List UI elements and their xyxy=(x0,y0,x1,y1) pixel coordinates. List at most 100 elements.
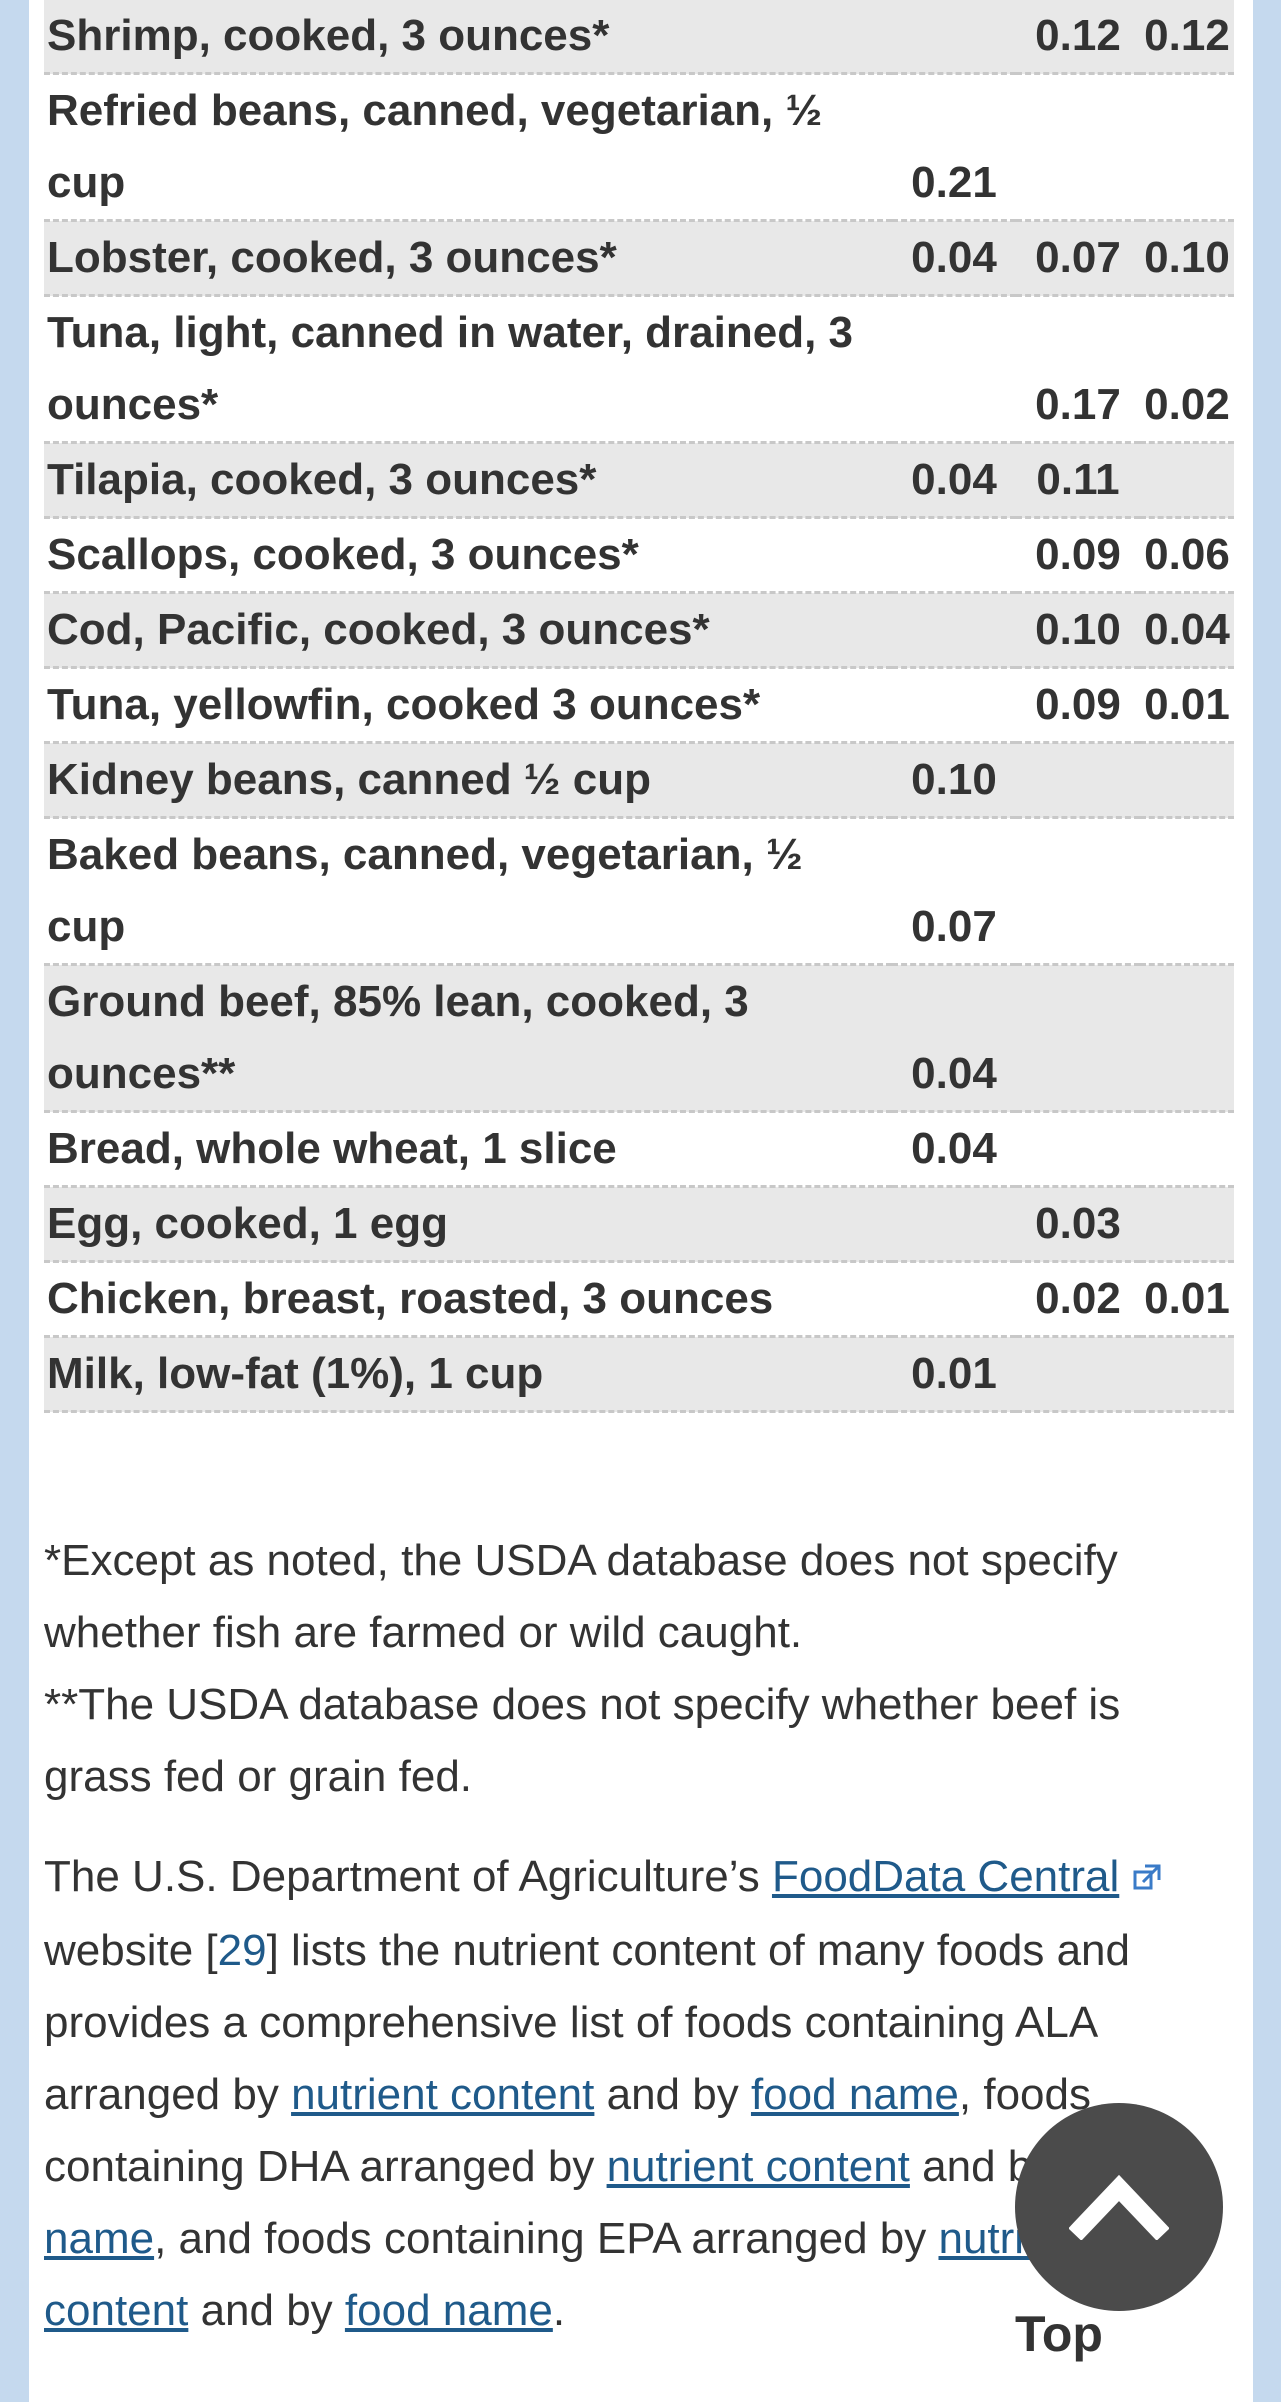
paragraph-text: , foods containing DHA arranged by xyxy=(44,2070,1091,2192)
food-cell: Cod, Pacific, cooked, 3 ounces* xyxy=(44,592,892,669)
ala-cell xyxy=(892,592,1016,669)
table-body: Shrimp, cooked, 3 ounces* 0.12 0.12 Refried… xyxy=(44,0,1234,1413)
paragraph-text: . xyxy=(552,2286,566,2336)
epa-cell xyxy=(1140,964,1234,1113)
epa-cell: 0.04 xyxy=(1140,592,1234,669)
ala-cell: 0.04 xyxy=(892,442,1016,519)
paragraph-text: ] lists the nutrient content of many foo… xyxy=(44,1926,1130,2120)
epa-cell: 0.02 xyxy=(1140,295,1234,444)
ala-cell: 0.10 xyxy=(892,742,1016,819)
dha-cell xyxy=(1016,817,1140,966)
food-cell: Shrimp, cooked, 3 ounces* xyxy=(44,0,892,75)
ala-cell xyxy=(892,0,1016,75)
paragraph-text: , and foods containing EPA arranged by xyxy=(154,2214,939,2264)
table-row: Ground beef, 85% lean, cooked, 3 ounces*… xyxy=(44,964,1234,1113)
epa-cell xyxy=(1140,442,1234,519)
ala-cell xyxy=(892,1186,1016,1263)
food-cell: Kidney beans, canned ½ cup xyxy=(44,742,892,819)
epa-cell xyxy=(1140,742,1234,819)
food-cell: Baked beans, canned, vegetarian, ½ cup xyxy=(44,817,892,966)
table-row: Lobster, cooked, 3 ounces* 0.04 0.07 0.10 xyxy=(44,220,1234,297)
epa-cell: 0.01 xyxy=(1140,667,1234,744)
ala-cell: 0.04 xyxy=(892,964,1016,1113)
dha-cell xyxy=(1016,73,1140,222)
food-cell: Ground beef, 85% lean, cooked, 3 ounces*… xyxy=(44,964,892,1113)
epa-cell: 0.12 xyxy=(1140,0,1234,75)
epa-cell xyxy=(1140,817,1234,966)
fooddata-paragraph: The U.S. Department of Agriculture’s Foo… xyxy=(44,1841,1234,2347)
table-row: Scallops, cooked, 3 ounces* 0.09 0.06 xyxy=(44,517,1234,594)
paragraph-text: and by xyxy=(594,2070,751,2120)
table-row: Refried beans, canned, vegetarian, ½ cup… xyxy=(44,73,1234,222)
paragraph-text: website [ xyxy=(44,1926,218,1976)
ala-cell: 0.07 xyxy=(892,817,1016,966)
external-link-icon xyxy=(1132,1843,1162,1915)
dha-cell xyxy=(1016,742,1140,819)
table-row: Cod, Pacific, cooked, 3 ounces* 0.10 0.04 xyxy=(44,592,1234,669)
fooddata-central-link[interactable]: FoodData Central xyxy=(771,1852,1120,1901)
table-row: Chicken, breast, roasted, 3 ounces 0.02 0.… xyxy=(44,1261,1234,1338)
food-cell: Scallops, cooked, 3 ounces* xyxy=(44,517,892,594)
dha-cell: 0.17 xyxy=(1016,295,1140,444)
epa-cell: 0.01 xyxy=(1140,1261,1234,1338)
epa-food-name-link[interactable]: food name xyxy=(344,2286,553,2336)
paragraph-text: The U.S. Department of Agriculture’s xyxy=(44,1852,772,1901)
omega3-food-table: Shrimp, cooked, 3 ounces* 0.12 0.12 Refried… xyxy=(44,0,1234,1413)
ala-cell xyxy=(892,517,1016,594)
epa-cell: 0.10 xyxy=(1140,220,1234,297)
ala-cell xyxy=(892,1261,1016,1338)
food-cell: Tuna, light, canned in water, drained, 3… xyxy=(44,295,892,444)
food-cell: Bread, whole wheat, 1 slice xyxy=(44,1111,892,1188)
dha-cell: 0.03 xyxy=(1016,1186,1140,1263)
dha-cell: 0.07 xyxy=(1016,220,1140,297)
dha-cell: 0.02 xyxy=(1016,1261,1140,1338)
dha-cell: 0.09 xyxy=(1016,517,1140,594)
food-cell: Tuna, yellowfin, cooked 3 ounces* xyxy=(44,667,892,744)
dha-nutrient-content-link[interactable]: nutrient content xyxy=(606,2142,910,2192)
ala-cell: 0.21 xyxy=(892,73,1016,222)
food-cell: Egg, cooked, 1 egg xyxy=(44,1186,892,1263)
dha-cell: 0.10 xyxy=(1016,592,1140,669)
chevron-up-icon xyxy=(1068,2170,1170,2245)
table-row: Tuna, light, canned in water, drained, 3… xyxy=(44,295,1234,444)
top-label[interactable]: Top xyxy=(1015,2306,1103,2362)
dha-cell xyxy=(1016,1336,1140,1413)
table-row: Tilapia, cooked, 3 ounces* 0.04 0.11 xyxy=(44,442,1234,519)
paragraph-text: and by xyxy=(188,2286,345,2336)
content-page: Shrimp, cooked, 3 ounces* 0.12 0.12 Refried… xyxy=(29,0,1253,2402)
footnote-beef: **The USDA database does not specify whe… xyxy=(44,1680,1121,1801)
dha-cell xyxy=(1016,1111,1140,1188)
dha-cell: 0.12 xyxy=(1016,0,1140,75)
epa-cell xyxy=(1140,1336,1234,1413)
food-cell: Refried beans, canned, vegetarian, ½ cup xyxy=(44,73,892,222)
ala-cell xyxy=(892,295,1016,444)
table-row: Kidney beans, canned ½ cup 0.10 xyxy=(44,742,1234,819)
ala-cell: 0.04 xyxy=(892,220,1016,297)
ala-cell: 0.01 xyxy=(892,1336,1016,1413)
ala-cell xyxy=(892,667,1016,744)
food-cell: Lobster, cooked, 3 ounces* xyxy=(44,220,892,297)
footnote-fish: *Except as noted, the USDA database does… xyxy=(44,1536,1118,1657)
epa-cell xyxy=(1140,1111,1234,1188)
back-to-top-button[interactable] xyxy=(1015,2103,1223,2311)
ala-cell: 0.04 xyxy=(892,1111,1016,1188)
table-row: Bread, whole wheat, 1 slice 0.04 xyxy=(44,1111,1234,1188)
table-row: Egg, cooked, 1 egg 0.03 xyxy=(44,1186,1234,1263)
epa-cell: 0.06 xyxy=(1140,517,1234,594)
table-row: Shrimp, cooked, 3 ounces* 0.12 0.12 xyxy=(44,0,1234,75)
food-cell: Milk, low-fat (1%), 1 cup xyxy=(44,1336,892,1413)
ala-food-name-link[interactable]: food name xyxy=(750,2070,959,2120)
food-cell: Chicken, breast, roasted, 3 ounces xyxy=(44,1261,892,1338)
table-row: Tuna, yellowfin, cooked 3 ounces* 0.09 0.0… xyxy=(44,667,1234,744)
dha-cell xyxy=(1016,964,1140,1113)
epa-cell xyxy=(1140,73,1234,222)
dha-cell: 0.11 xyxy=(1016,442,1140,519)
dha-cell: 0.09 xyxy=(1016,667,1140,744)
notes-section: *Except as noted, the USDA database does… xyxy=(44,1525,1234,2347)
ala-nutrient-content-link[interactable]: nutrient content xyxy=(291,2070,595,2120)
reference-29-link[interactable]: 29 xyxy=(217,1926,267,1976)
table-row: Milk, low-fat (1%), 1 cup 0.01 xyxy=(44,1336,1234,1413)
epa-cell xyxy=(1140,1186,1234,1263)
food-cell: Tilapia, cooked, 3 ounces* xyxy=(44,442,892,519)
table-row: Baked beans, canned, vegetarian, ½ cup 0.… xyxy=(44,817,1234,966)
